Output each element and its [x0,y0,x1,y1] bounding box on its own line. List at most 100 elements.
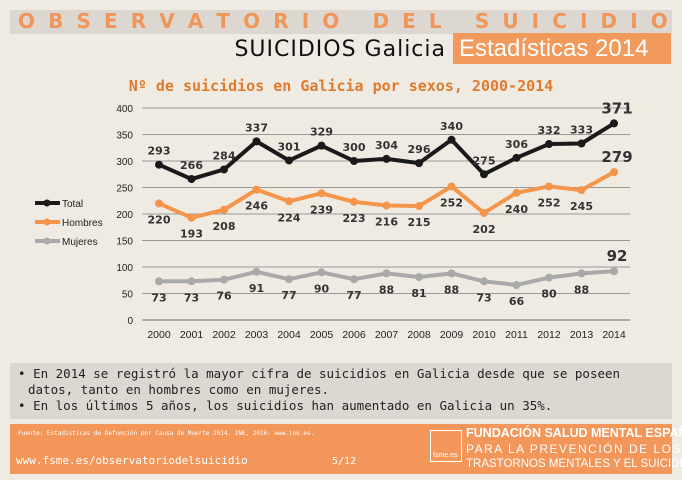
x-tick-label: 2009 [440,329,464,341]
data-point [382,154,391,163]
data-point [512,281,521,290]
data-point [577,186,586,195]
data-point [577,139,586,148]
data-point [382,269,391,278]
website-link[interactable]: www.fsme.es/observatoriodelsuicidio [16,454,248,467]
data-label: 333 [570,124,593,137]
data-label: 246 [245,200,268,213]
legend-label: Total [62,199,83,210]
data-label: 266 [180,159,203,172]
data-label: 92 [607,247,628,265]
data-label: 73 [151,291,166,304]
y-tick-label: 100 [116,263,133,274]
data-label: 300 [343,141,366,154]
header-letter: I [580,9,588,33]
data-label: 284 [213,149,236,162]
data-point [480,170,488,179]
y-tick-label: 250 [116,184,133,195]
data-label: 296 [408,143,431,156]
x-tick-label: 2005 [310,329,334,341]
data-point [512,153,521,162]
x-tick-label: 2008 [407,329,431,341]
note-2: • En los últimos 5 años, los suicidios h… [18,398,553,413]
data-label: 202 [473,223,496,236]
data-point [350,197,358,206]
header-letter: R [130,9,147,33]
footer: Fuente: Estadísticas de Defunción por Ca… [10,424,682,474]
data-label: 304 [375,139,398,152]
header-letter: E [402,9,416,33]
data-point [415,159,423,168]
chart-title: Nº de suicidios en Galicia por sexos, 20… [128,77,554,95]
x-tick-label: 2013 [570,329,594,341]
data-label: 279 [601,148,632,166]
subtitle: SUICIDIOS Galicia [234,37,446,62]
data-point [447,182,456,191]
header-letter: D [372,9,390,33]
data-point [317,268,326,277]
header-letter: O [322,9,340,33]
data-label: 301 [278,140,301,153]
header-letter: R [273,9,289,33]
data-point [220,275,228,284]
data-label: 77 [281,289,296,302]
data-point [285,275,293,284]
data-label: 240 [505,203,528,216]
data-point [220,165,228,174]
data-point [610,168,618,177]
page-number: 5/12 [332,456,357,467]
data-point [285,156,293,165]
x-tick-label: 2010 [472,329,496,341]
x-tick-label: 2004 [277,329,301,341]
legend-label: Hombres [62,218,103,229]
data-label: 88 [444,283,459,296]
y-tick-label: 0 [127,316,133,327]
legend-marker [43,218,51,226]
note-1: • En 2014 se registró la mayor cifra de … [18,366,621,397]
data-point [187,213,196,222]
header-letter: O [650,9,668,33]
source-text: Fuente: Estadísticas de Defunción por Ca… [18,430,315,437]
legend-marker [43,199,51,207]
data-point [350,275,358,284]
data-label: 223 [343,212,366,225]
data-label: 220 [148,213,171,226]
header-letter: I [630,9,638,33]
data-point [317,189,326,198]
legend-label: Mujeres [62,237,98,248]
data-label: 275 [473,154,496,167]
data-point [187,175,196,184]
data-label: 215 [408,216,431,229]
data-label: 77 [346,289,361,302]
x-tick-label: 2012 [537,329,561,341]
data-point [155,199,163,208]
notes-box: • En 2014 se registró la mayor cifra de … [10,363,672,419]
org-line-3: TRASTORNOS MENTALES Y EL SUICIDIO [466,458,682,470]
data-label: 239 [310,203,333,216]
legend-marker [43,237,51,245]
data-point [447,135,456,144]
data-point [545,273,553,282]
data-point [480,208,488,217]
data-point [480,277,488,286]
data-label: 90 [314,282,330,295]
data-point [155,160,163,169]
data-label: 73 [476,291,491,304]
x-tick-label: 2003 [245,329,269,341]
header-letter: S [76,9,91,33]
data-point [317,141,326,150]
data-label: 193 [180,228,203,241]
data-label: 76 [216,290,232,303]
data-label: 208 [213,220,236,233]
data-point [610,267,618,276]
data-point [545,140,553,149]
x-tick-label: 2011 [505,329,528,341]
data-label: 66 [509,295,525,308]
data-point [610,119,618,128]
line-chart: 0 50 100 150 200 250 300 350 400 2000 2001 2002 2003… [35,99,633,341]
x-tick-label: 2001 [180,329,204,341]
header-letter: I [301,9,310,33]
fsme-logo: fsme.es [430,430,462,462]
header-letter: S [474,9,490,33]
